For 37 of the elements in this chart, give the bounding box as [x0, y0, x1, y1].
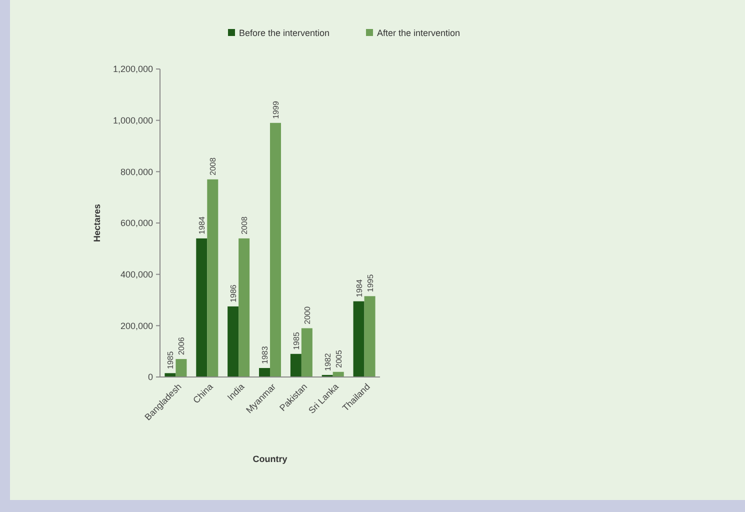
legend-label: After the intervention [377, 28, 460, 38]
y-tick-label: 1,200,000 [112, 64, 153, 74]
annotation: 2008 [240, 216, 250, 234]
y-tick-label: 400,000 [120, 269, 153, 280]
y-tick-label: 800,000 [120, 166, 153, 177]
bar [176, 359, 187, 377]
bar [207, 179, 218, 377]
annotation: 2005 [334, 350, 344, 368]
y-tick-label: 600,000 [120, 218, 153, 228]
bar [270, 122, 281, 377]
bar [238, 238, 250, 377]
bar [353, 301, 364, 377]
bar [290, 354, 302, 377]
bar [301, 328, 312, 377]
annotation: 1985 [166, 350, 176, 370]
y-axis-title: Hectares [92, 204, 102, 242]
annotation: 1984 [354, 278, 364, 298]
x-axis-title: Country [252, 454, 288, 464]
annotation: 1995 [366, 274, 375, 292]
bar [364, 296, 376, 377]
bar [228, 306, 239, 377]
annotation: 1982 [323, 352, 332, 371]
y-tick-label: 200,000 [120, 320, 153, 331]
annotation: 1984 [198, 216, 207, 234]
bar [164, 373, 176, 377]
annotation: 2008 [208, 157, 218, 176]
bar [259, 368, 270, 377]
bar [196, 238, 208, 377]
annotation: 1986 [229, 284, 238, 302]
annotation: 1999 [272, 100, 280, 119]
annotation: 1985 [292, 332, 301, 350]
y-tick-label: 0 [148, 372, 153, 382]
legend-label: Before the intervention [239, 28, 330, 38]
annotation: 2000 [302, 306, 312, 324]
y-tick-label: 1,000,000 [112, 115, 153, 126]
annotation: 1983 [260, 346, 270, 364]
annotation: 2006 [177, 336, 186, 356]
